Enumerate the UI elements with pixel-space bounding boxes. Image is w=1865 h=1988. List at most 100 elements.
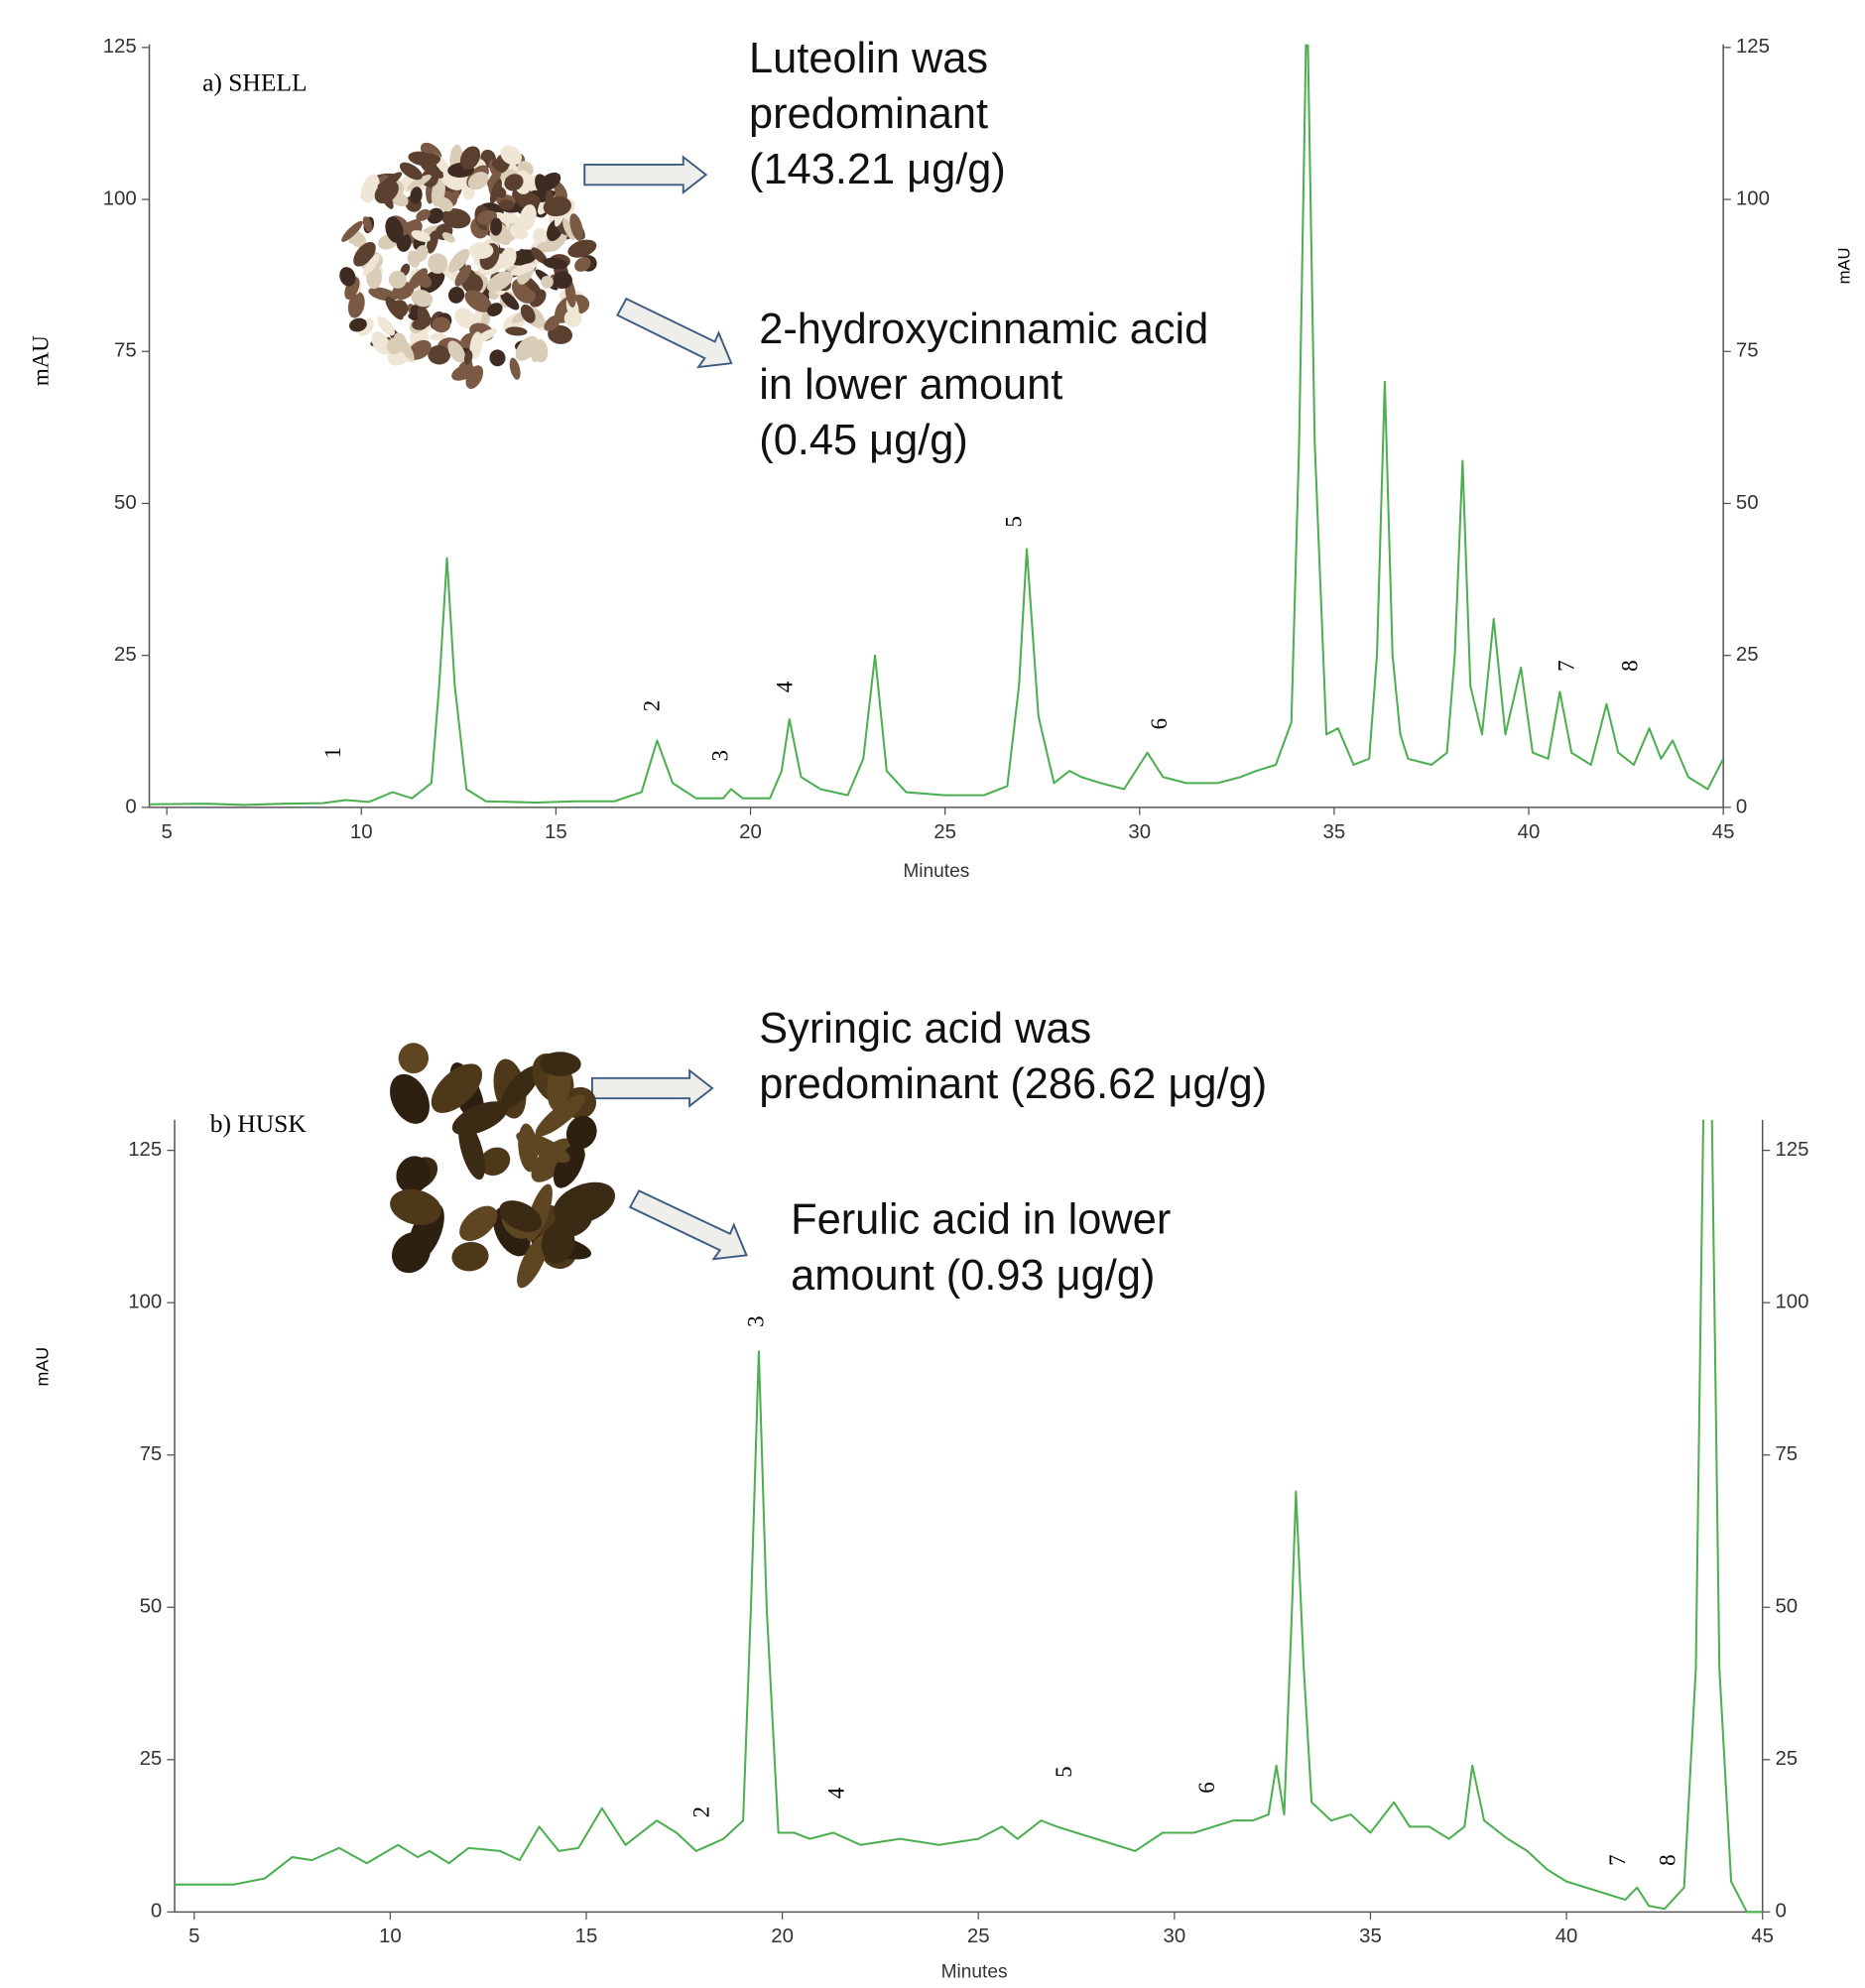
husk-piece (516, 1131, 570, 1163)
y-tick-label: 100 (128, 1292, 162, 1313)
shell-piece (490, 217, 503, 236)
shell-piece (377, 316, 395, 336)
peak-label: 8 (1655, 1854, 1679, 1865)
peak-label: 6 (1194, 1782, 1219, 1793)
shell-piece (408, 151, 436, 167)
arrow (590, 1068, 714, 1108)
shell-piece (517, 192, 541, 209)
husk-piece (535, 1094, 586, 1137)
x-tick-label: 30 (1128, 821, 1151, 843)
shell-piece (562, 218, 575, 241)
x-tick-label: 30 (1164, 1926, 1186, 1947)
photos (339, 142, 615, 1289)
shell-piece (505, 326, 528, 336)
shell-piece (539, 172, 561, 191)
callout-text: amount (0.93 μg/g) (791, 1252, 1155, 1300)
shell-piece (408, 268, 429, 291)
chromatogram-line (175, 1119, 1763, 1914)
chromatogram-line (149, 44, 1724, 807)
x-tick-label: 5 (161, 821, 172, 843)
shell-piece (500, 291, 520, 311)
shell-piece (504, 174, 524, 191)
peak-label: 1 (320, 747, 345, 758)
shell-piece (410, 186, 423, 204)
y2-tick-label: 100 (1736, 187, 1770, 209)
husk-piece (500, 1065, 541, 1109)
shell-piece (499, 247, 517, 270)
shell-piece (385, 216, 404, 243)
shell-piece (548, 324, 573, 344)
shell-piece (464, 290, 492, 312)
shell-piece (509, 357, 521, 380)
husk-piece (565, 1115, 597, 1150)
husk-piece (479, 1147, 511, 1177)
y-tick-label: 0 (151, 1901, 162, 1923)
shell-piece (543, 257, 568, 270)
shell-piece (569, 213, 583, 241)
shell-piece (447, 287, 465, 304)
shell-piece (388, 270, 407, 289)
y-tick-label: 0 (125, 796, 136, 817)
shell-piece (411, 230, 432, 242)
y2-tick-label: 50 (1736, 492, 1759, 514)
y-tick-label: 125 (103, 36, 137, 58)
arrows (583, 155, 748, 1261)
x-tick-label: 10 (379, 1926, 402, 1947)
x-tick-label: 25 (967, 1926, 990, 1947)
shell-piece (567, 239, 597, 258)
callout-text: Syringic acid was (759, 1005, 1091, 1053)
y-tick-label: 50 (140, 1596, 163, 1618)
x-axis-label: Minutes (903, 861, 969, 882)
peak-label: 8 (1618, 660, 1643, 671)
y-tick-label: 75 (140, 1443, 163, 1465)
shell-piece (429, 332, 446, 341)
y-tick-label: 75 (114, 340, 137, 362)
callout-text: predominant (749, 90, 988, 138)
x-tick-label: 20 (771, 1926, 794, 1947)
shell-piece (411, 290, 434, 308)
y-tick-label: 25 (114, 644, 137, 666)
callout-text: predominant (286.62 μg/g) (759, 1060, 1267, 1108)
arrow (583, 155, 708, 194)
y-tick-label: 100 (103, 187, 137, 209)
shell-piece (416, 208, 431, 221)
x-tick-label: 15 (575, 1926, 598, 1947)
shell-piece (510, 263, 537, 276)
husk-piece (539, 1052, 581, 1076)
peak-label: 3 (708, 750, 733, 761)
shell-piece (428, 253, 448, 274)
y2-tick-label: 125 (1736, 36, 1770, 58)
y-axis-label: mAU (28, 335, 53, 386)
shell-piece (447, 340, 466, 363)
shell-piece (432, 316, 451, 333)
shell-piece (486, 271, 514, 293)
shell-piece (489, 349, 506, 367)
shell-piece (500, 145, 522, 166)
shell-piece (377, 172, 403, 191)
shell-piece (519, 204, 537, 231)
shell-piece (544, 314, 561, 331)
x-tick-label: 20 (739, 821, 762, 843)
shell-piece (536, 241, 561, 253)
peak-label: 4 (772, 681, 797, 692)
panel-label: b) HUSK (210, 1109, 308, 1138)
y2-tick-label: 25 (1775, 1748, 1798, 1770)
callout-text: (0.45 μg/g) (759, 417, 968, 464)
y2-tick-label: 100 (1775, 1292, 1808, 1313)
x-axis-label: Minutes (941, 1962, 1008, 1983)
shell-piece (468, 242, 494, 260)
husk-piece (459, 1205, 498, 1241)
callout-text: (143.21 μg/g) (749, 146, 1006, 193)
shell-piece (362, 216, 373, 232)
peak-label: 4 (823, 1787, 848, 1799)
y2-tick-label: 75 (1775, 1443, 1798, 1465)
shell-piece (408, 339, 432, 360)
shell-piece (341, 220, 363, 242)
shell-piece (541, 275, 554, 289)
shell-piece (349, 317, 367, 332)
husk-piece (517, 1234, 549, 1289)
x-tick-label: 40 (1555, 1926, 1578, 1947)
shell-piece (449, 189, 460, 202)
x-tick-label: 15 (545, 821, 567, 843)
